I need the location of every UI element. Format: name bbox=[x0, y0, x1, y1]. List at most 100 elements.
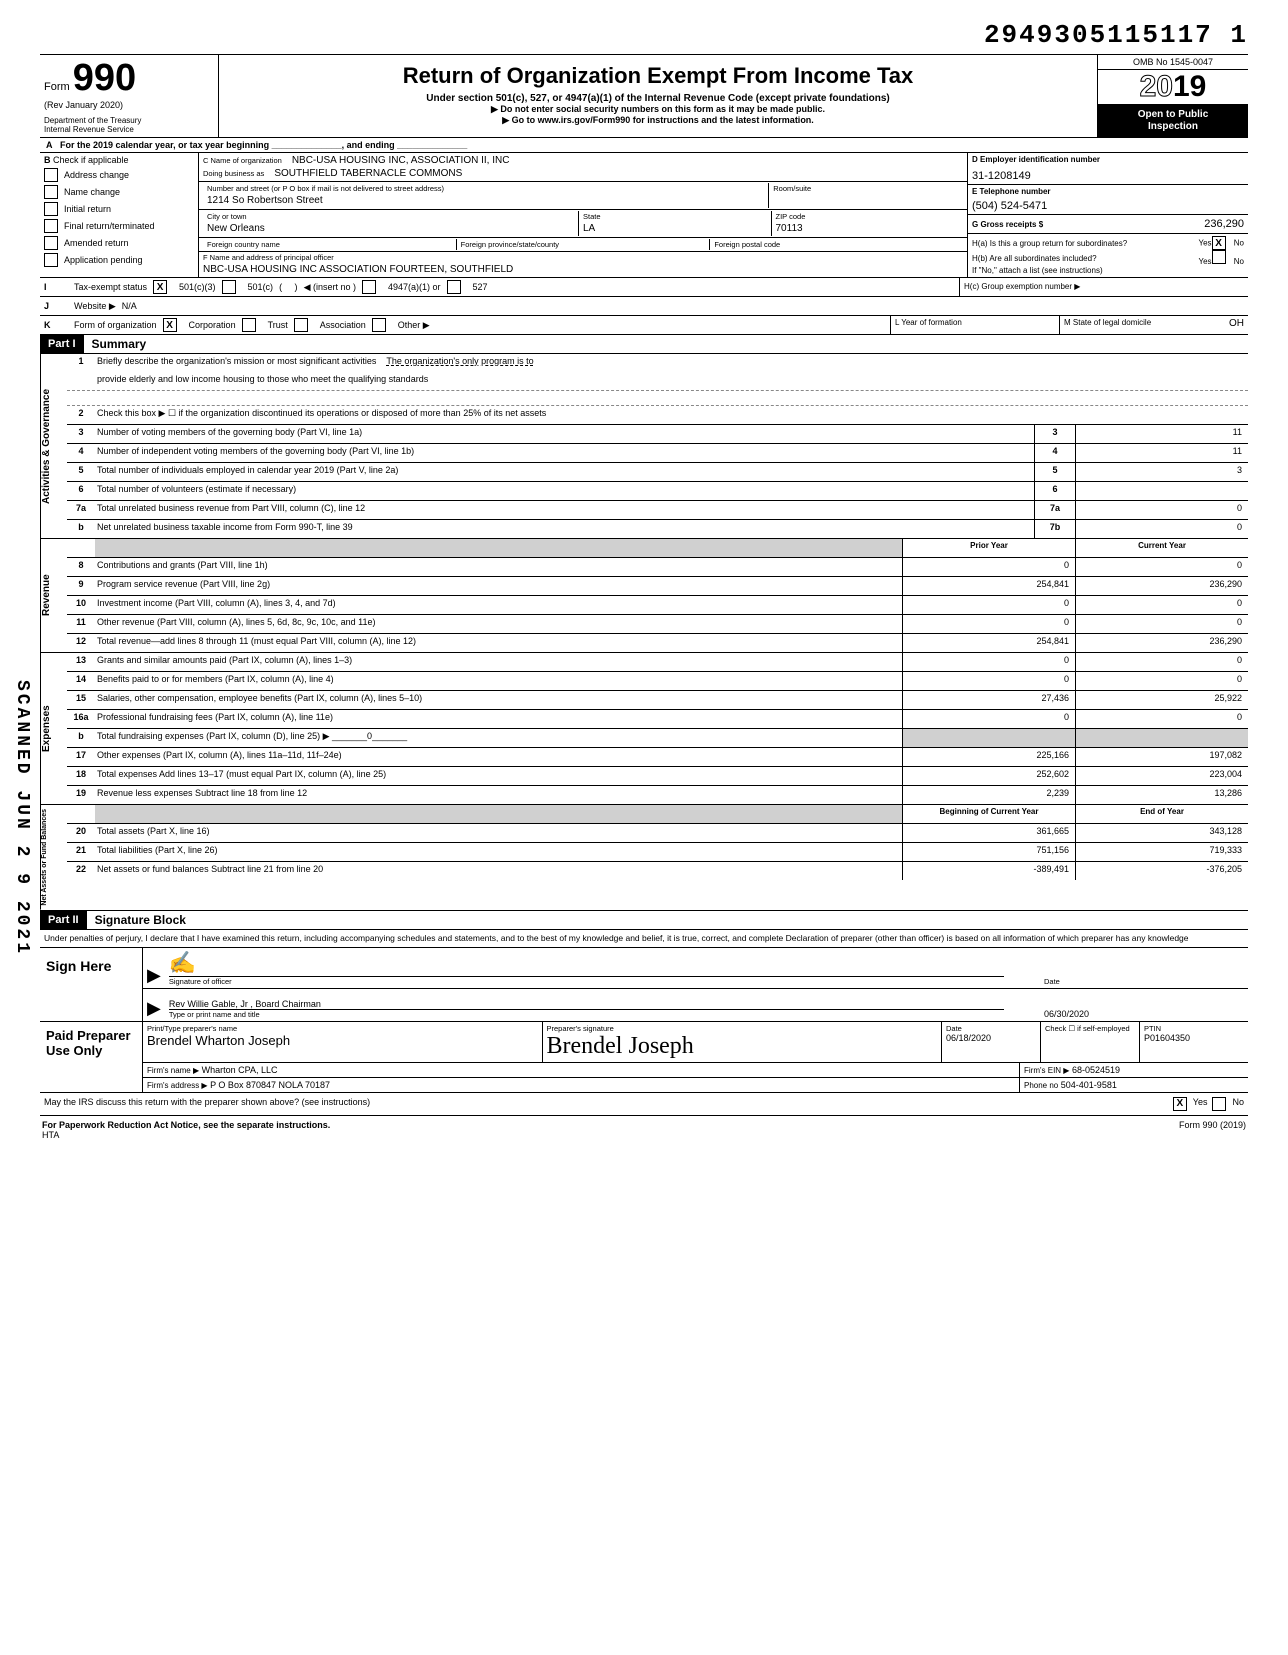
other-checkbox[interactable] bbox=[372, 318, 386, 332]
form-footer: Form 990 (2019) bbox=[1179, 1120, 1246, 1140]
foreign-postal: Foreign postal code bbox=[714, 240, 959, 250]
current-value: 0 bbox=[1075, 615, 1248, 633]
checkbox[interactable] bbox=[44, 219, 58, 233]
checkbox[interactable] bbox=[44, 202, 58, 216]
i-label: Tax-exempt status bbox=[74, 282, 147, 292]
checkbox-label: Name change bbox=[64, 187, 120, 197]
state-label: State bbox=[583, 212, 767, 222]
checkbox[interactable] bbox=[44, 236, 58, 250]
line-value bbox=[1075, 482, 1248, 500]
arrow-icon-2: ▶ bbox=[147, 998, 161, 1019]
form-prefix: Form bbox=[44, 81, 70, 93]
prep-date: 06/18/2020 bbox=[946, 1033, 1036, 1043]
sig-date-label: Date bbox=[1044, 977, 1244, 986]
checkbox[interactable] bbox=[44, 168, 58, 182]
firm-addr-label: Firm's address ▶ bbox=[147, 1081, 208, 1090]
checkbox[interactable] bbox=[44, 253, 58, 267]
prep-sig-label: Preparer's signature bbox=[547, 1024, 938, 1033]
trust-checkbox[interactable] bbox=[242, 318, 256, 332]
assoc-label: Association bbox=[320, 320, 366, 330]
vtab-revenue: Revenue bbox=[40, 539, 67, 652]
line-text: Net assets or fund balances Subtract lin… bbox=[95, 862, 902, 880]
prep-name-label: Print/Type preparer's name bbox=[147, 1024, 538, 1033]
ptin-label: PTIN bbox=[1144, 1024, 1244, 1033]
checkbox[interactable] bbox=[44, 185, 58, 199]
current-value: 0 bbox=[1075, 653, 1248, 671]
4947-checkbox[interactable] bbox=[362, 280, 376, 294]
form-number: 990 bbox=[73, 57, 136, 99]
discuss-text: May the IRS discuss this return with the… bbox=[44, 1097, 1173, 1111]
line-text: Number of independent voting members of … bbox=[95, 444, 1034, 462]
boy-value: 751,156 bbox=[902, 843, 1075, 861]
signer-name: Rev Willie Gable, Jr , Board Chairman bbox=[169, 999, 1004, 1009]
boy-value: 361,665 bbox=[902, 824, 1075, 842]
foreign-country: Foreign country name bbox=[207, 240, 452, 250]
foreign-prov: Foreign province/state/county bbox=[461, 240, 706, 250]
vtab-netassets: Net Assets or Fund Balances bbox=[40, 805, 67, 910]
year-suffix: 19 bbox=[1173, 70, 1206, 104]
line-text: Contributions and grants (Part VIII, lin… bbox=[95, 558, 902, 576]
line-text: Other expenses (Part IX, column (A), lin… bbox=[95, 748, 902, 766]
scanned-stamp: SCANNED JUN 2 9 2021 bbox=[12, 680, 32, 956]
vtab-expenses: Expenses bbox=[40, 653, 67, 804]
dba-label: Doing business as bbox=[203, 169, 264, 178]
prior-value: 0 bbox=[902, 615, 1075, 633]
form-header: Form 990 (Rev January 2020) Department o… bbox=[40, 54, 1248, 138]
hb-yes-checkbox[interactable] bbox=[1212, 250, 1226, 264]
line1-cont: provide elderly and low income housing t… bbox=[95, 372, 1248, 390]
ein-value: 31-1208149 bbox=[972, 170, 1244, 182]
hc-label: H(c) Group exemption number ▶ bbox=[959, 278, 1248, 296]
boy-header: Beginning of Current Year bbox=[902, 805, 1075, 823]
prior-value: 252,602 bbox=[902, 767, 1075, 785]
line-value: 0 bbox=[1075, 520, 1248, 538]
header-dln: 2949305115117 1 bbox=[40, 20, 1248, 50]
corp-checkbox[interactable]: X bbox=[163, 318, 177, 332]
discuss-yes: Yes bbox=[1193, 1097, 1208, 1111]
hb-label: H(b) Are all subordinates included? bbox=[972, 254, 1097, 263]
k-label: Form of organization bbox=[74, 320, 157, 330]
501c3-label: 501(c)(3) bbox=[179, 282, 216, 292]
year-prefix: 20 bbox=[1140, 70, 1173, 104]
prior-value bbox=[902, 729, 1075, 747]
501c3-checkbox[interactable]: X bbox=[153, 280, 167, 294]
dept-irs: Internal Revenue Service bbox=[44, 126, 214, 135]
d-label: D Employer identification number bbox=[972, 155, 1244, 164]
prior-value: 2,239 bbox=[902, 786, 1075, 804]
no-label-2: No bbox=[1234, 257, 1244, 266]
discuss-yes-checkbox[interactable]: X bbox=[1173, 1097, 1187, 1111]
prior-value: 225,166 bbox=[902, 748, 1075, 766]
subtitle-2: ▶ Do not enter social security numbers o… bbox=[223, 104, 1093, 115]
assoc-checkbox[interactable] bbox=[294, 318, 308, 332]
line-value: 3 bbox=[1075, 463, 1248, 481]
line-text: Total expenses Add lines 13–17 (must equ… bbox=[95, 767, 902, 785]
prior-value: 0 bbox=[902, 672, 1075, 690]
j-label: Website ▶ bbox=[74, 301, 116, 312]
eoy-header: End of Year bbox=[1075, 805, 1248, 823]
line-text: Net unrelated business taxable income fr… bbox=[95, 520, 1034, 538]
vtab-governance: Activities & Governance bbox=[40, 354, 67, 538]
phone-value: (504) 524-5471 bbox=[972, 200, 1244, 212]
ha-yes-checkbox[interactable]: X bbox=[1212, 236, 1226, 250]
prior-value: 0 bbox=[902, 596, 1075, 614]
part2-title: Signature Block bbox=[87, 913, 186, 927]
527-checkbox[interactable] bbox=[447, 280, 461, 294]
line-text: Total revenue—add lines 8 through 11 (mu… bbox=[95, 634, 902, 652]
line-text: Revenue less expenses Subtract line 18 f… bbox=[95, 786, 902, 804]
line-text: Total unrelated business revenue from Pa… bbox=[95, 501, 1034, 519]
checkbox-label: Initial return bbox=[64, 204, 111, 214]
firm-name-label: Firm's name ▶ bbox=[147, 1066, 199, 1075]
line-text: Benefits paid to or for members (Part IX… bbox=[95, 672, 902, 690]
l-label: L Year of formation bbox=[890, 316, 1059, 334]
checkbox-label: Final return/terminated bbox=[64, 221, 155, 231]
row-a-text: For the 2019 calendar year, or tax year … bbox=[60, 140, 467, 150]
discuss-no-checkbox[interactable] bbox=[1212, 1097, 1226, 1111]
line-text: Program service revenue (Part VIII, line… bbox=[95, 577, 902, 595]
501c-checkbox[interactable] bbox=[222, 280, 236, 294]
firm-ein-label: Firm's EIN ▶ bbox=[1024, 1066, 1069, 1075]
line-text: Total number of volunteers (estimate if … bbox=[95, 482, 1034, 500]
discuss-no: No bbox=[1232, 1097, 1244, 1111]
room-label: Room/suite bbox=[773, 184, 959, 194]
arrow-icon: ▶ bbox=[147, 965, 161, 986]
line-text: Number of voting members of the governin… bbox=[95, 425, 1034, 443]
checkbox-label: Application pending bbox=[64, 255, 143, 265]
